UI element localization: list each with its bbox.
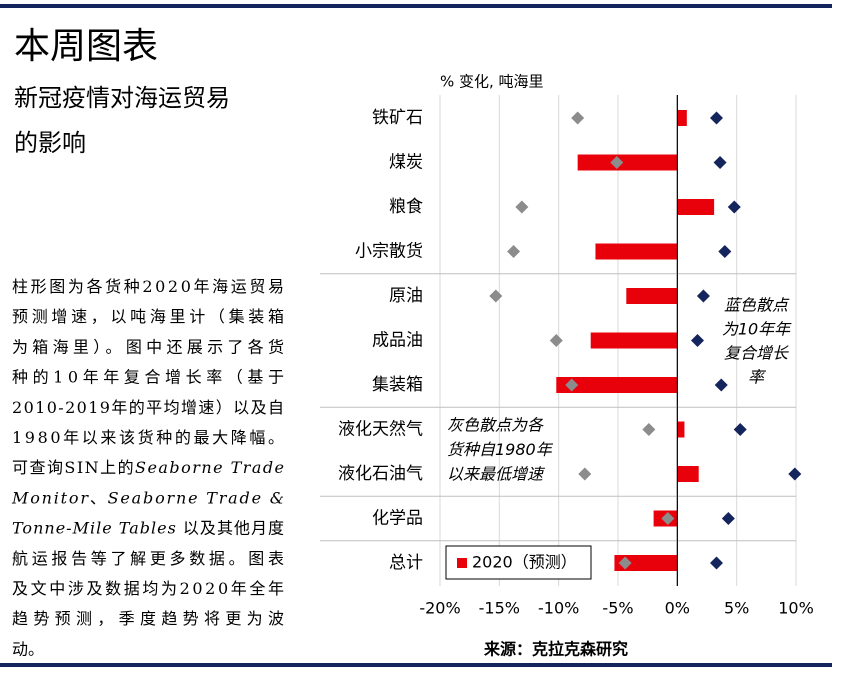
category-label: 液化石油气	[338, 464, 423, 484]
bar	[626, 288, 678, 304]
legend-label: 2020（预测）	[472, 553, 577, 572]
bar	[595, 243, 678, 260]
body-line: Tonne-Mile Tables 以及其他月度	[12, 518, 284, 537]
diamond-marker	[489, 289, 503, 303]
body-text: 1980年以来该货种的最大降幅。	[12, 428, 284, 447]
body-line: 1980年以来该货种的最大降幅。	[12, 428, 284, 447]
category-label: 小宗散货	[355, 242, 423, 262]
bar	[677, 421, 685, 438]
annotation: 灰色散点为各	[447, 416, 544, 435]
body-text: 动。	[12, 639, 44, 658]
body-line: 及文中涉及数据均为2020年全年	[12, 579, 284, 598]
body-line: 为箱海里）。图中还展示了各货	[12, 337, 284, 356]
bar	[614, 555, 678, 571]
body-line: 可查询SIN上的Seaborne Trade	[12, 458, 284, 477]
body-text: 及文中涉及数据均为2020年全年	[12, 579, 284, 598]
annotation: 为10年年	[722, 320, 792, 339]
body-text: 种的10年年复合增长率（基于	[12, 367, 284, 386]
subtitle: 新冠疫情对海运贸易	[14, 84, 230, 112]
legend-box	[445, 545, 592, 580]
body-line: 预测增速，以吨海里计（集装箱	[12, 307, 284, 326]
annotation: 以来最低增速	[447, 465, 546, 484]
body-text: 为箱海里）。图中还展示了各货	[12, 337, 284, 356]
diamond-marker	[549, 334, 563, 347]
diamond-marker	[642, 423, 656, 436]
diamond-marker	[610, 156, 624, 169]
body-line: 航运报告等了解更多数据。图表	[12, 548, 284, 567]
diamond-marker	[618, 556, 632, 570]
bar	[677, 466, 699, 482]
diamond-marker	[661, 512, 675, 525]
bar	[577, 154, 678, 171]
diamond-marker	[709, 111, 723, 125]
body-text: Tonne-Mile Tables	[12, 518, 176, 537]
body-line: 动。	[12, 639, 44, 658]
annotation: 蓝色散点	[724, 296, 790, 315]
body-text: 预测增速，以吨海里计（集装箱	[12, 307, 284, 326]
diamond-marker	[507, 245, 521, 258]
x-tick-label: -5%	[602, 599, 633, 618]
annotation: 货种自1980年	[447, 440, 554, 459]
body-line: 种的10年年复合增长率（基于	[12, 367, 284, 386]
body-text: Seaborne Trade	[135, 458, 284, 477]
diamond-marker	[515, 200, 529, 214]
diamond-marker	[727, 200, 741, 214]
bar	[677, 110, 687, 126]
category-label: 铁矿石	[372, 108, 423, 128]
body-text: 趋势预测，季度趋势将更为波	[12, 609, 284, 628]
diamond-marker	[714, 378, 728, 392]
body-line: Monitor、 Seaborne Trade &	[11, 488, 284, 507]
category-label: 成品油	[372, 331, 423, 351]
diamond-marker	[733, 423, 747, 436]
diamond-marker	[721, 512, 735, 525]
axis-label: % 变化, 吨海里	[440, 73, 544, 91]
body-text: 柱形图为各货种2020年海运贸易	[12, 277, 284, 296]
diamond-marker	[713, 156, 727, 169]
diamond-marker	[788, 467, 802, 481]
x-tick-label: -20%	[419, 599, 460, 618]
annotation: 复合增长	[724, 344, 789, 363]
diamond-marker	[578, 467, 592, 481]
body-text: 可查询SIN上的	[12, 458, 134, 477]
diamond-marker	[571, 111, 585, 125]
body-text: Monitor	[11, 488, 89, 507]
x-tick-label: -10%	[538, 599, 579, 618]
bar	[590, 332, 678, 349]
body-line: 趋势预测，季度趋势将更为波	[12, 609, 284, 628]
subtitle: 的影响	[14, 129, 86, 157]
body-text: 航运报告等了解更多数据。图表	[12, 548, 284, 567]
body-text: Seaborne Trade &	[108, 488, 284, 507]
category-label: 粮食	[389, 197, 423, 217]
diamond-marker	[691, 334, 705, 347]
bottom-rule	[0, 663, 832, 667]
diamond-marker	[709, 556, 723, 570]
diamond-marker	[718, 245, 732, 258]
category-label: 总计	[389, 553, 423, 573]
category-label: 液化天然气	[338, 420, 423, 440]
category-label: 煤炭	[389, 153, 423, 173]
bar	[677, 199, 715, 215]
x-tick-label: 10%	[778, 599, 814, 618]
bar	[556, 377, 678, 393]
page-title: 本周图表	[14, 26, 158, 67]
category-label: 集装箱	[372, 375, 423, 395]
annotation: 率	[748, 368, 767, 387]
body-line: 2010-2019年的平均增速）以及自	[12, 397, 284, 416]
x-tick-label: -15%	[479, 599, 520, 618]
body-text: 、	[90, 488, 106, 507]
x-tick-label: 0%	[665, 599, 690, 618]
diamond-marker	[696, 289, 710, 303]
category-label: 原油	[389, 286, 423, 306]
source: 来源：克拉克森研究	[483, 640, 628, 659]
body-text: 2010-2019年的平均增速）以及自	[12, 397, 284, 416]
body-line: 柱形图为各货种2020年海运贸易	[12, 277, 284, 296]
x-tick-label: 5%	[724, 599, 749, 618]
diamond-marker	[565, 378, 579, 392]
category-label: 化学品	[372, 509, 423, 529]
legend-swatch	[457, 558, 467, 568]
top-rule	[0, 4, 832, 8]
body-text: 以及其他月度	[177, 518, 284, 537]
